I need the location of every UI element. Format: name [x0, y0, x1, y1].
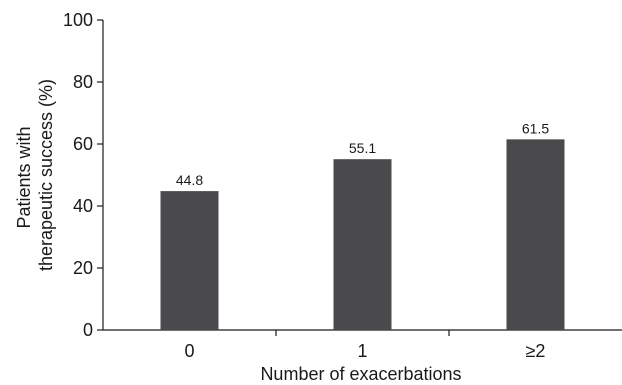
y-axis-title: Patients with therapeutic success (%) — [14, 79, 56, 271]
y-tick-label: 20 — [73, 258, 93, 278]
y-axis: 0 20 40 60 80 100 — [63, 10, 104, 340]
x-axis-title: Number of exacerbations — [260, 364, 461, 384]
data-labels: 44.8 55.1 61.5 — [176, 120, 549, 188]
x-category-label: 1 — [357, 341, 367, 361]
bar — [333, 159, 392, 330]
y-tick-label: 80 — [73, 72, 93, 92]
x-axis: 0 1 ≥2 — [103, 329, 622, 361]
bars — [160, 139, 565, 330]
y-tick-label: 60 — [73, 134, 93, 154]
bar-value-label: 55.1 — [349, 140, 376, 156]
bar-value-label: 61.5 — [522, 120, 549, 136]
y-tick-label: 0 — [83, 320, 93, 340]
x-category-label: ≥2 — [526, 341, 546, 361]
bar — [506, 139, 565, 330]
y-axis-title-line-2: therapeutic success (%) — [36, 79, 56, 271]
x-category-label: 0 — [184, 341, 194, 361]
bar — [160, 191, 219, 330]
bar-value-label: 44.8 — [176, 172, 203, 188]
y-axis-title-line-1: Patients with — [14, 126, 34, 228]
y-tick-label: 100 — [63, 10, 93, 30]
y-tick-label: 40 — [73, 196, 93, 216]
